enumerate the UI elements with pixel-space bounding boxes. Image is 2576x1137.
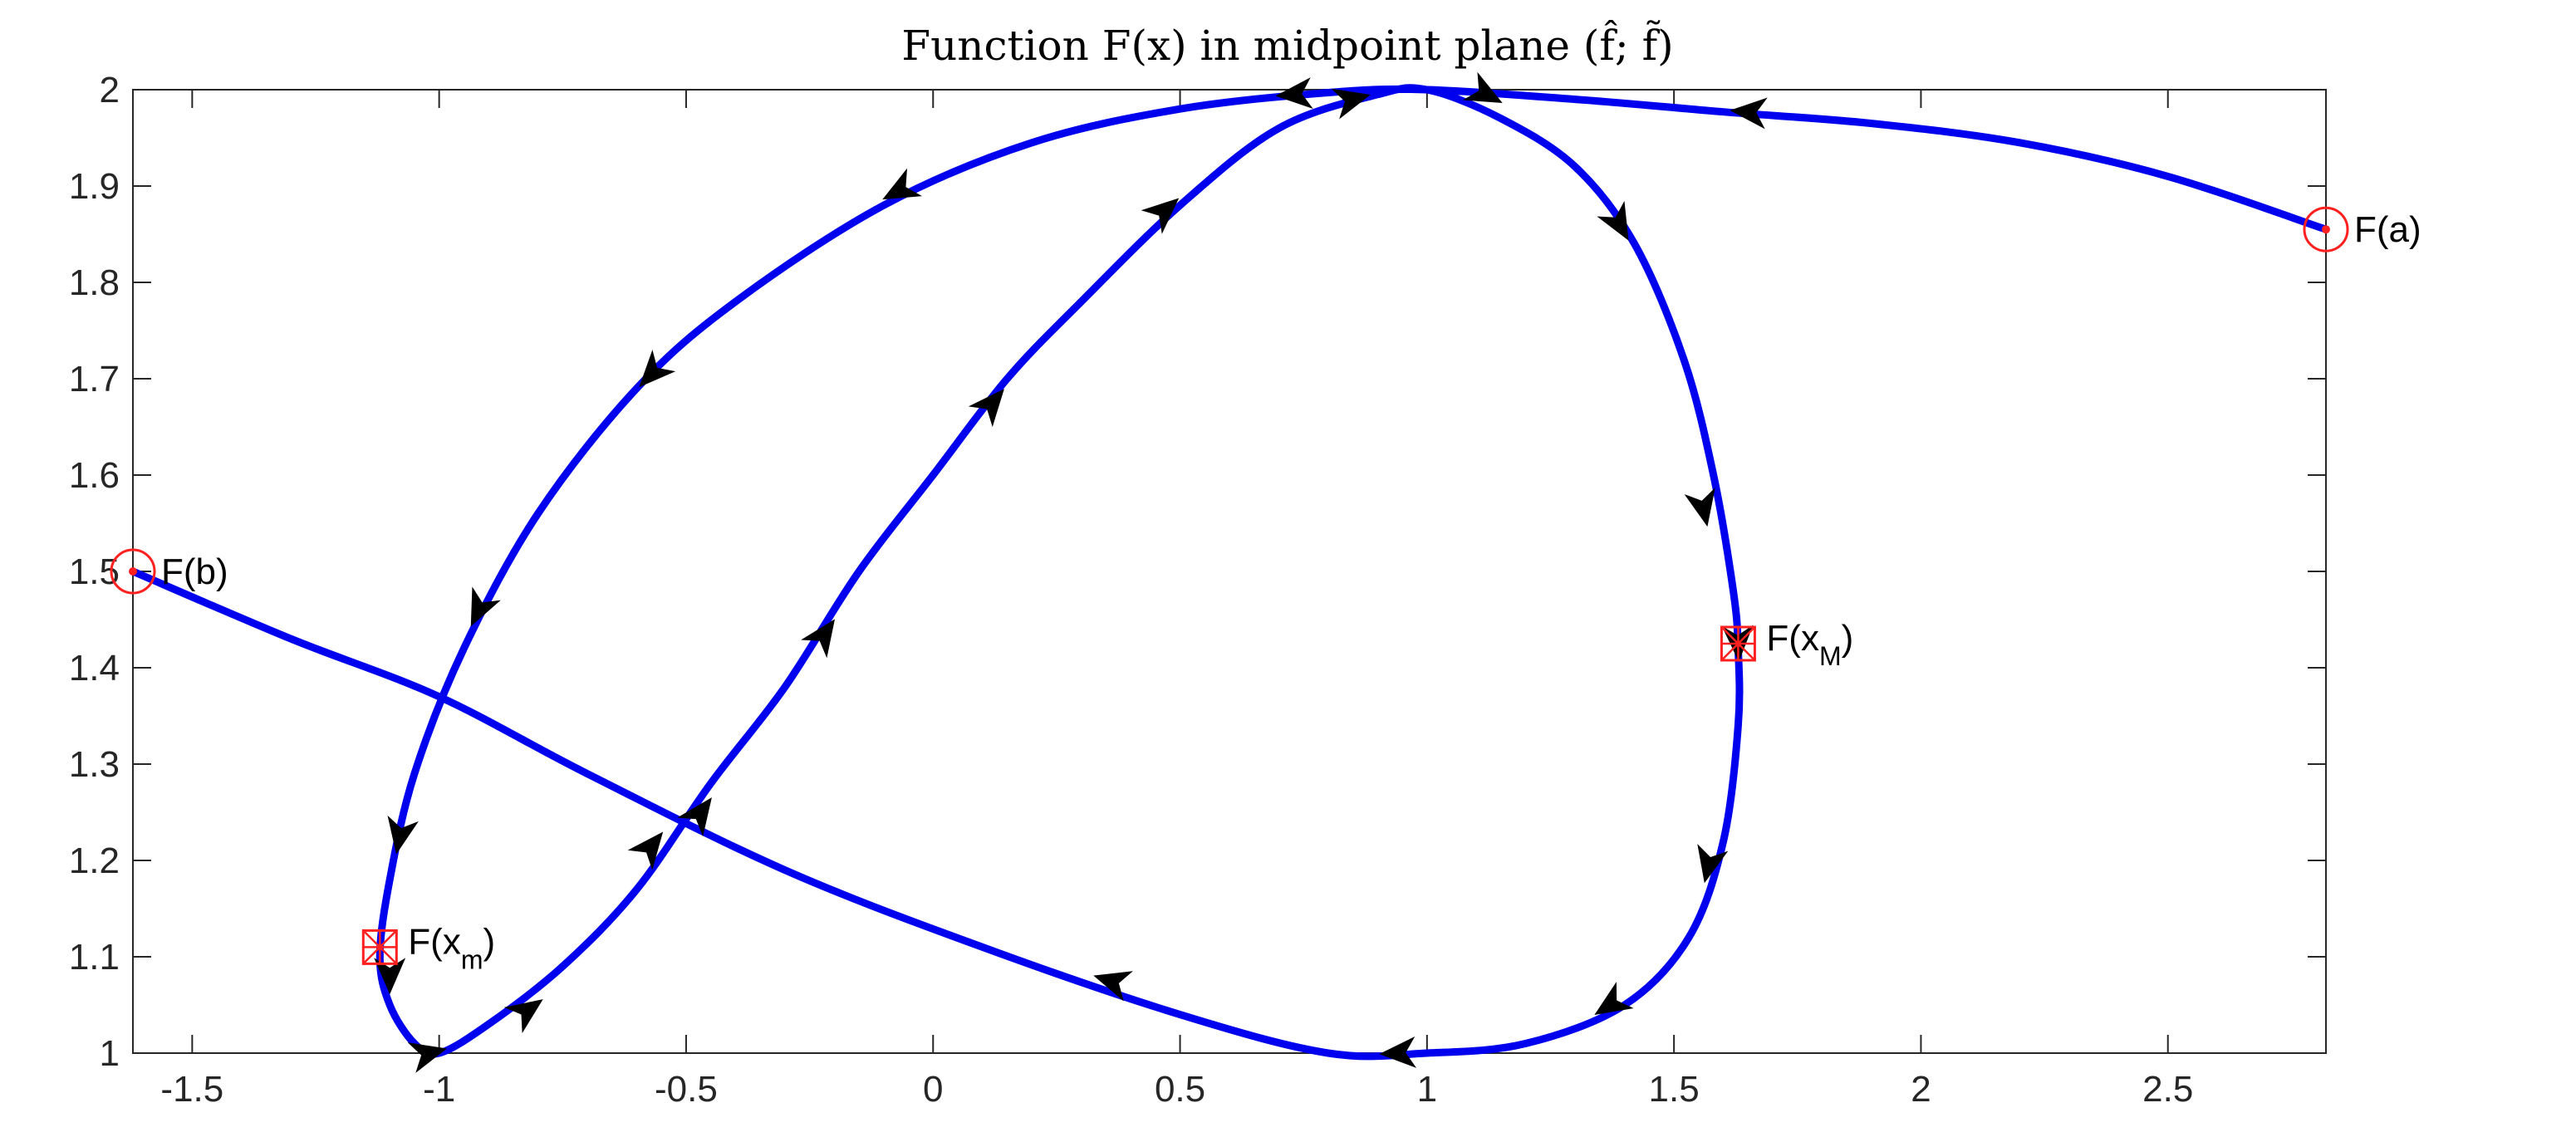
direction-arrow	[1462, 71, 1503, 103]
direction-arrow	[677, 797, 712, 836]
arrow-head	[1093, 971, 1133, 1002]
y-tick-label: 1.7	[69, 359, 120, 399]
circle-marker	[110, 548, 156, 595]
arrow-head	[1684, 488, 1715, 527]
x-tick-label: 1.5	[1649, 1069, 1700, 1110]
chart-title: Function F(x) in midpoint plane (f̂; f̃)	[901, 19, 1673, 70]
arrow-head	[639, 350, 676, 388]
direction-arrow	[1730, 97, 1768, 130]
x-tick-label: -0.5	[655, 1069, 718, 1110]
point-fb: F(b)	[110, 548, 228, 595]
point-label: F(a)	[2354, 209, 2421, 250]
arrow-head	[882, 168, 922, 200]
y-tick-label: 1	[100, 1033, 120, 1074]
x-tick-label: -1	[423, 1069, 455, 1110]
direction-arrow	[470, 586, 501, 627]
direction-arrow	[374, 958, 406, 995]
y-tick-label: 1.6	[69, 455, 120, 496]
arrow-head	[1462, 71, 1503, 103]
arrow-head	[677, 797, 712, 836]
direction-arrow	[882, 168, 922, 200]
x-tick-label: 2	[1911, 1069, 1931, 1110]
point-label: F(xM)	[1766, 618, 1853, 671]
direction-arrow	[1141, 198, 1180, 234]
plot-area-frame	[132, 89, 2327, 1054]
point-fa: F(a)	[2303, 206, 2421, 252]
arrow-head	[1597, 200, 1629, 241]
point-label: F(b)	[161, 551, 228, 592]
arrow-head	[801, 619, 836, 659]
arrow-head	[1331, 88, 1371, 120]
point-label: F(xm)	[408, 921, 495, 974]
cross-marker	[362, 929, 398, 965]
arrow-head	[1275, 77, 1313, 110]
direction-arrow	[1697, 844, 1729, 884]
direction-arrow	[1684, 488, 1715, 527]
y-tick-label: 1.4	[69, 648, 120, 689]
arrow-head	[1379, 1036, 1417, 1068]
arrow-head	[374, 958, 406, 995]
arrow-head	[1594, 982, 1634, 1015]
arrow-head	[968, 389, 1004, 428]
circle-marker	[2303, 206, 2349, 252]
x-axis: -1.5 -1 -0.5 0 0.5 1 1.5 2 2.5	[160, 90, 2193, 1110]
arrow-head	[1141, 198, 1180, 234]
marker-layer: F(a) F(b) F(xM) F(xm)	[110, 206, 2421, 974]
arrow-head	[1730, 97, 1768, 130]
direction-arrow	[1275, 77, 1313, 110]
center-dot	[129, 567, 137, 576]
x-tick-label: -1.5	[160, 1069, 223, 1110]
arrow-head	[627, 831, 664, 870]
y-tick-label: 1.1	[69, 937, 120, 978]
y-tick-label: 2	[100, 70, 120, 110]
arrow-head	[470, 586, 501, 627]
y-tick-label: 1.3	[69, 744, 120, 785]
direction-arrow	[1093, 971, 1133, 1002]
direction-arrow	[1594, 982, 1634, 1015]
direction-arrow	[407, 1042, 448, 1073]
direction-arrow	[387, 815, 419, 855]
direction-arrow	[801, 619, 836, 659]
direction-arrow	[968, 389, 1004, 428]
center-dot	[2322, 225, 2330, 234]
direction-arrow	[639, 350, 676, 388]
point-fxm: F(xm)	[361, 921, 495, 974]
direction-arrow	[627, 831, 664, 870]
cross-marker	[1720, 626, 1756, 661]
arrow-head	[387, 815, 419, 855]
arrow-head	[407, 1042, 448, 1073]
x-tick-label: 2.5	[2142, 1069, 2193, 1110]
direction-arrow	[1331, 88, 1371, 120]
direction-arrow	[1597, 200, 1629, 241]
x-tick-label: 0	[923, 1069, 943, 1110]
arrow-head	[1697, 844, 1729, 884]
direction-arrow	[503, 999, 543, 1033]
y-tick-label: 1.2	[69, 840, 120, 881]
arrow-head	[503, 999, 543, 1033]
x-tick-label: 1	[1417, 1069, 1437, 1110]
y-tick-label: 1.9	[69, 166, 120, 207]
direction-arrow	[1379, 1036, 1417, 1068]
x-tick-label: 0.5	[1155, 1069, 1205, 1110]
y-tick-label: 1.8	[69, 262, 120, 303]
point-fxm: F(xM)	[1720, 618, 1853, 671]
